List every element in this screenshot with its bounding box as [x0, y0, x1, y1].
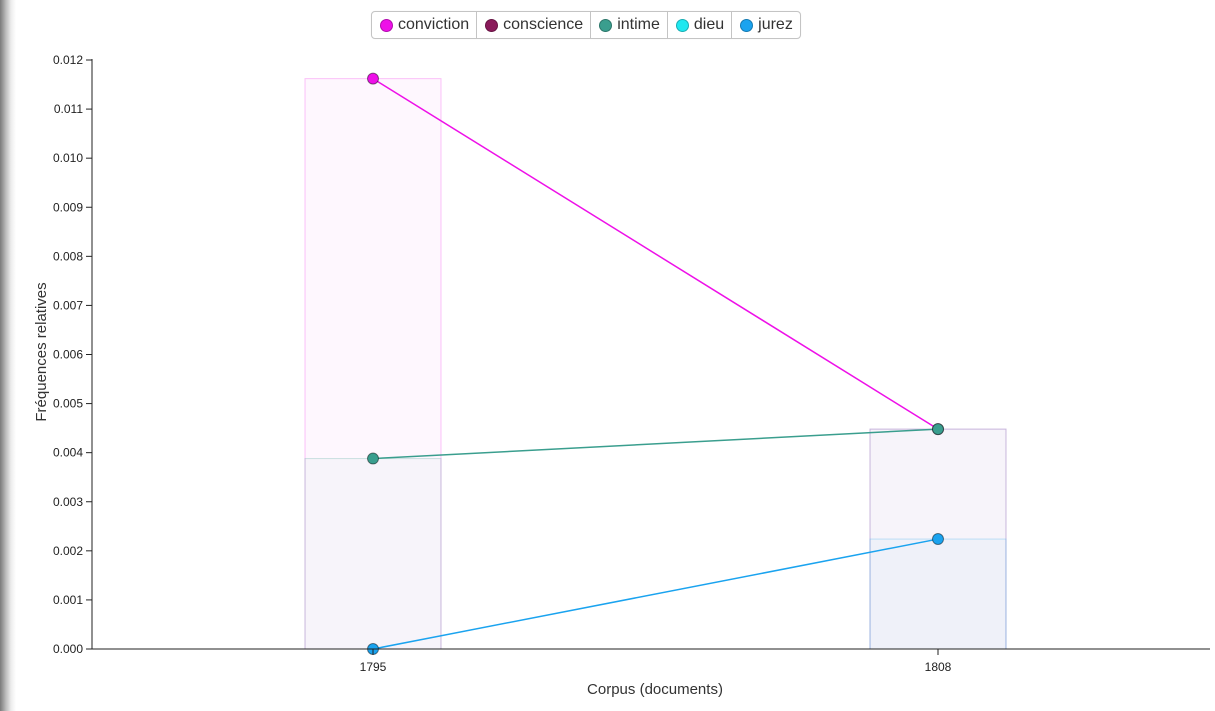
y-tick-label: 0.000	[53, 642, 83, 656]
legend-item-conviction[interactable]: conviction	[372, 12, 478, 38]
y-tick-label: 0.004	[53, 446, 83, 460]
y-tick-label: 0.007	[53, 298, 83, 312]
series-line-intime	[372, 428, 939, 460]
legend-item-dieu[interactable]: dieu	[668, 12, 733, 38]
axes-layer: 0.000 0.001 0.002 0.003 0.004 0.005 0.006 0.007…	[53, 53, 1210, 674]
legend-swatch-icon	[740, 18, 754, 32]
y-tick-label: 0.011	[54, 102, 83, 116]
x-tick-label: 1808	[925, 660, 952, 674]
legend-label: jurez	[758, 16, 793, 33]
series-line-conviction	[372, 78, 939, 430]
legend-item-intime[interactable]: intime	[591, 12, 668, 38]
point-intime-1795	[367, 452, 379, 465]
y-tick-label: 0.009	[53, 200, 83, 214]
y-tick-label: 0.002	[53, 544, 83, 558]
point-conviction-1795	[367, 72, 379, 85]
point-layer	[367, 72, 944, 655]
legend-label: dieu	[693, 16, 725, 33]
y-tick-label: 0.003	[53, 495, 83, 509]
legend-swatch-icon	[599, 18, 613, 32]
legend-swatch-icon	[380, 18, 393, 32]
window-edge-shadow	[0, 0, 16, 711]
y-tick-label: 0.005	[53, 397, 83, 411]
legend-label: conscience	[503, 16, 584, 33]
chart-legend: conviction conscience intime dieu jurez	[371, 11, 801, 39]
legend-item-jurez[interactable]: jurez	[732, 12, 800, 38]
y-tick-label: 0.012	[53, 53, 83, 67]
y-axis-label: Fréquences relatives	[33, 282, 50, 421]
series-line-jurez	[372, 538, 939, 650]
legend-label: conviction	[398, 16, 470, 33]
y-tick-label: 0.001	[53, 593, 83, 607]
point-intime-1808	[932, 423, 944, 436]
bar-intime-1795	[304, 458, 442, 650]
y-tick-label: 0.008	[53, 249, 83, 263]
y-tick-label: 0.006	[53, 348, 83, 362]
bar-layer	[304, 78, 1007, 650]
legend-item-conscience[interactable]: conscience	[477, 12, 592, 38]
bar-jurez-1808	[869, 538, 1007, 650]
y-tick-label: 0.010	[53, 151, 83, 165]
legend-swatch-icon	[675, 18, 689, 32]
legend-swatch-icon	[485, 18, 499, 32]
line-layer	[372, 78, 939, 650]
x-tick-label: 1795	[360, 660, 387, 674]
x-axis-label: Corpus (documents)	[587, 681, 723, 698]
legend-label: intime	[617, 16, 660, 33]
point-jurez-1808	[932, 533, 944, 546]
